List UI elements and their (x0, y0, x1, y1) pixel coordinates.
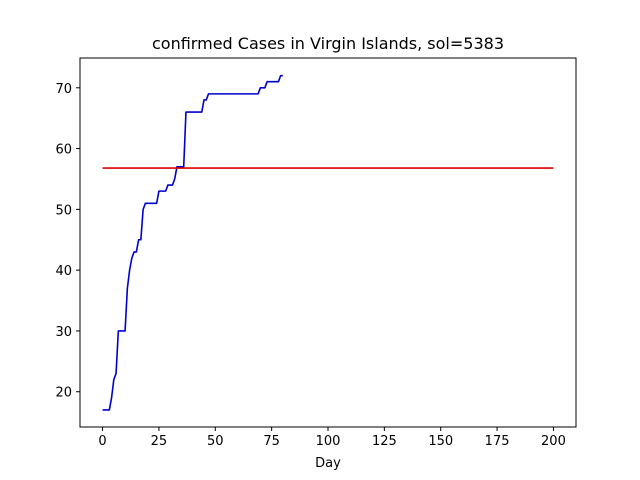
x-tick-label: 200 (541, 434, 566, 449)
series-layer (102, 74, 554, 411)
x-tick-label: 100 (316, 434, 341, 449)
x-tick-label: 125 (372, 434, 397, 449)
x-tick-label: 75 (263, 434, 280, 449)
y-tick-label: 70 (55, 82, 72, 97)
y-tick-label: 50 (55, 203, 72, 218)
ticks-layer: 0 25 50 75 100 125 150 175 200 20 30 40 50 60 70 (55, 82, 565, 449)
x-tick-label: 25 (151, 434, 168, 449)
y-tick-label: 30 (55, 325, 72, 340)
y-tick-label: 20 (55, 386, 72, 401)
y-tick-label: 60 (55, 143, 72, 158)
x-tick-label: 150 (428, 434, 453, 449)
plot-frame (79, 57, 577, 428)
x-tick-label: 175 (485, 434, 510, 449)
x-tick-label: 50 (207, 434, 224, 449)
y-tick-label: 40 (55, 264, 72, 279)
series-line-0 (102, 74, 283, 411)
chart-title: confirmed Cases in Virgin Islands, sol=5… (152, 34, 504, 53)
x-axis-label: Day (315, 456, 341, 471)
x-tick-label: 0 (98, 434, 106, 449)
